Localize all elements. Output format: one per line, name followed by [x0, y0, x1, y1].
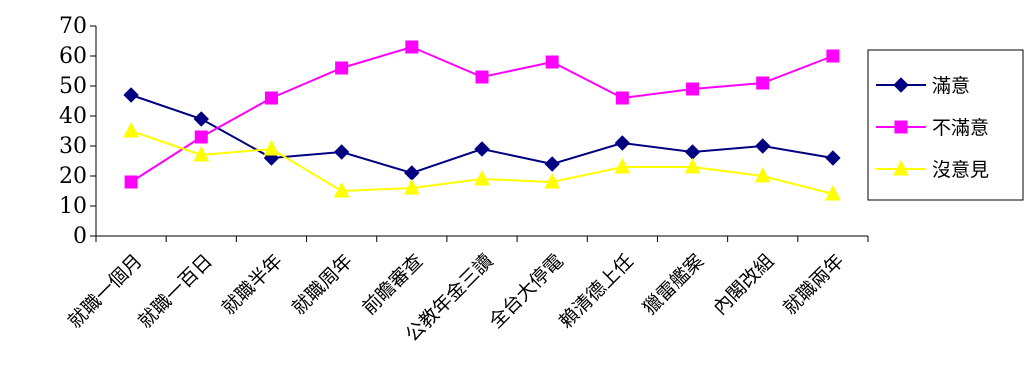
data-point: [335, 61, 349, 75]
data-point: [404, 178, 420, 195]
data-point: [123, 121, 139, 138]
data-point: [614, 157, 631, 174]
data-point: [475, 70, 489, 84]
series-2: [124, 40, 840, 189]
data-point: [123, 87, 139, 103]
series-1: [123, 87, 841, 181]
data-point: [333, 181, 350, 198]
data-point: [756, 76, 770, 90]
x-category-label: 就職周年: [288, 250, 357, 319]
legend-label: 沒意見: [932, 159, 989, 181]
data-point: [474, 169, 490, 186]
y-tick-label: 30: [59, 134, 87, 159]
legend-marker: [893, 159, 909, 176]
data-point: [405, 40, 419, 54]
series-line: [130, 94, 834, 175]
series-lines: [123, 40, 841, 201]
x-category-label: 前瞻審查: [358, 250, 427, 319]
legend-entry: 滿意: [876, 75, 970, 97]
legend-label: 不滿意: [932, 117, 989, 139]
y-tick-label: 50: [59, 74, 87, 99]
x-category-label: 就職兩年: [779, 250, 848, 319]
data-point: [264, 91, 278, 105]
legend-entry: 不滿意: [876, 117, 989, 139]
data-point: [474, 141, 490, 157]
axes: [90, 25, 869, 242]
y-tick-label: 60: [59, 44, 87, 69]
data-point: [194, 130, 208, 144]
legend-label: 滿意: [932, 75, 970, 97]
y-tick-label: 20: [59, 164, 87, 189]
x-category-label: 全台大停電: [485, 250, 568, 333]
legend-entry: 沒意見: [876, 159, 989, 181]
data-point: [686, 82, 700, 96]
data-point: [193, 111, 209, 127]
x-category-label: 就職一百日: [134, 250, 217, 333]
data-point: [124, 175, 138, 189]
y-tick-label: 0: [73, 224, 87, 249]
data-point: [544, 156, 560, 172]
x-category-label: 就職一個月: [64, 250, 147, 333]
x-category-label: 賴清德上任: [555, 250, 638, 333]
y-tick-label: 40: [59, 104, 87, 129]
x-category-label: 內閣改組: [709, 250, 778, 319]
data-point: [684, 157, 701, 174]
x-category-label: 獵雷艦案: [639, 250, 708, 319]
data-point: [544, 172, 560, 189]
data-point: [684, 144, 701, 160]
legend-marker: [893, 77, 909, 93]
data-point: [614, 135, 631, 151]
data-point: [545, 55, 559, 69]
data-point: [615, 91, 629, 105]
x-category-label: 就職半年: [218, 250, 287, 319]
y-tick-labels: 0 10 20 30 40 50 60 70: [59, 14, 87, 249]
data-point: [825, 184, 841, 201]
data-point: [404, 165, 420, 181]
legend-marker: [894, 120, 908, 134]
series-line: [130, 45, 834, 183]
data-point: [333, 144, 350, 160]
data-point: [193, 145, 210, 162]
data-point: [263, 139, 280, 156]
data-point: [755, 138, 771, 154]
data-point: [825, 150, 841, 166]
series-3: [123, 121, 841, 201]
y-tick-label: 70: [59, 14, 87, 39]
data-point: [754, 166, 771, 183]
data-point: [826, 49, 840, 63]
y-tick-label: 10: [59, 194, 87, 219]
